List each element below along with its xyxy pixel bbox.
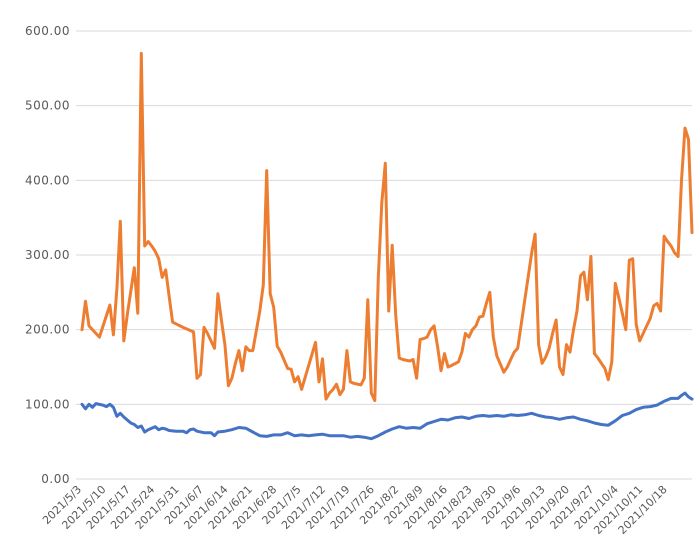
series-line-1 xyxy=(80,51,694,403)
gridlines xyxy=(76,30,692,480)
y-tick-label: 500.00 xyxy=(25,99,70,113)
x-axis-tick-labels: 2021/5/32021/5/102021/5/172021/5/242021/… xyxy=(40,483,670,537)
y-tick-label: 100.00 xyxy=(25,397,70,411)
y-tick-label: 0.00 xyxy=(41,472,70,486)
y-tick-label: 600.00 xyxy=(25,24,70,38)
y-tick-label: 200.00 xyxy=(25,323,70,337)
series-lines xyxy=(80,51,694,441)
y-axis-tick-labels: 0.00 100.00 200.00 300.00 400.00 500.00 600.00 xyxy=(25,24,70,486)
series-line-2 xyxy=(80,391,694,441)
y-tick-label: 400.00 xyxy=(25,173,70,187)
y-tick-label: 300.00 xyxy=(25,248,70,262)
